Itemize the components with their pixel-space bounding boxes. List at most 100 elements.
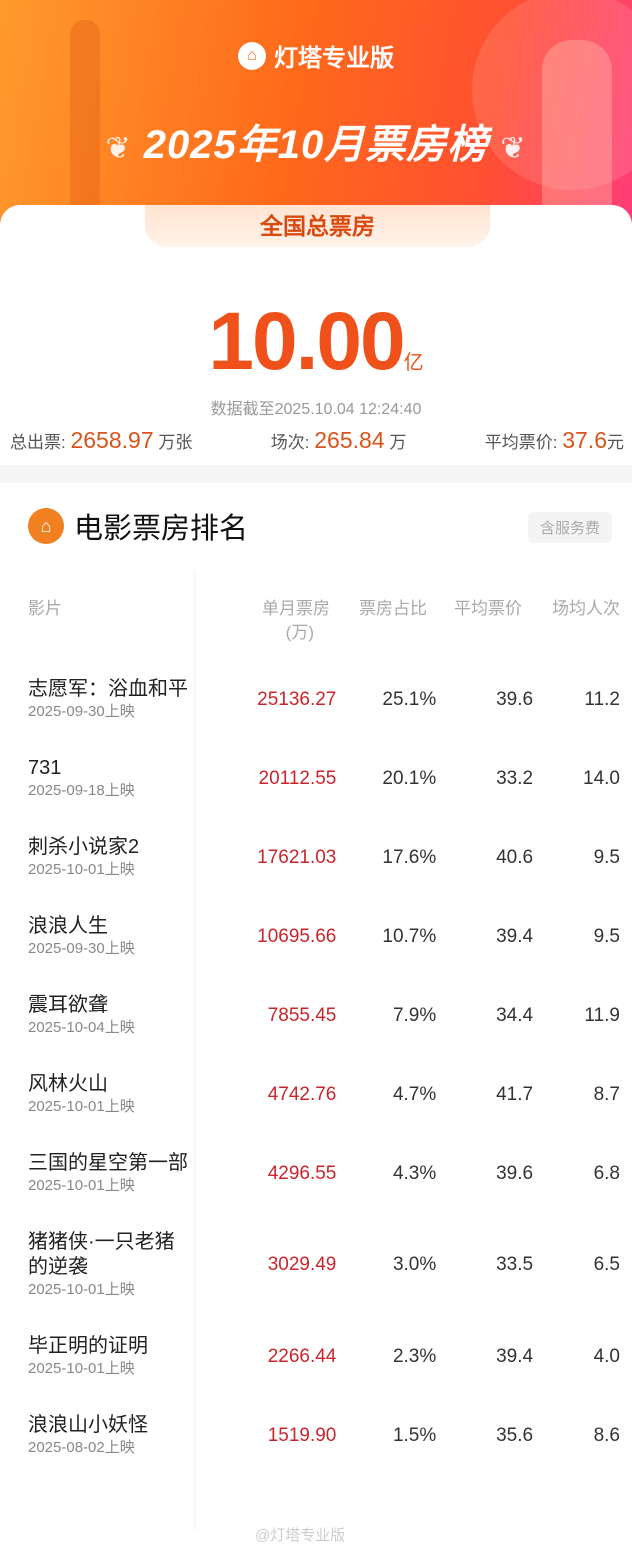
table-row[interactable]: 猪猪侠·一只老猪的逆袭 2025-10-01上映 3029.49 3.0% 33.… bbox=[0, 1213, 632, 1317]
attendance: 9.5 bbox=[593, 846, 620, 868]
film-cell: 浪浪人生 2025-09-30上映 bbox=[0, 897, 199, 976]
box-office: 2266.44 bbox=[267, 1345, 337, 1367]
box-office: 1519.90 bbox=[267, 1424, 337, 1446]
film-title[interactable]: 风林火山 bbox=[28, 1073, 108, 1095]
col-share[interactable]: 票房占比 bbox=[359, 599, 427, 618]
avg-price: 41.7 bbox=[496, 1083, 534, 1105]
film-cell: 浪浪山小妖怪 2025-08-02上映 bbox=[0, 1396, 199, 1475]
film-title[interactable]: 震耳欲聋 bbox=[28, 994, 108, 1016]
laurel-left-icon: ❦ bbox=[105, 132, 132, 165]
col-box-office[interactable]: 单月票房 bbox=[262, 599, 330, 618]
film-title[interactable]: 浪浪山小妖怪 bbox=[28, 1414, 148, 1436]
summary-card: 全国总票房 10.00亿 数据截至2025.10.04 12:24:40 总出票… bbox=[0, 205, 632, 465]
avg-price: 33.5 bbox=[496, 1254, 534, 1275]
attendance: 6.5 bbox=[593, 1254, 620, 1275]
lighthouse-logo-icon: ⌂ bbox=[238, 41, 266, 70]
section-title-text: 电影票房排名 bbox=[74, 513, 249, 545]
table-row[interactable]: 毕正明的证明 2025-10-01上映 2266.44 2.3% 39.4 4.0 bbox=[0, 1317, 632, 1396]
avg-price: 39.6 bbox=[496, 1162, 534, 1184]
release-date: 2025-09-18上映 bbox=[28, 782, 135, 799]
stat-tickets: 总出票: 2658.97 万张 bbox=[10, 427, 192, 454]
col-box-office-unit: (万) bbox=[285, 623, 314, 642]
box-office: 7855.45 bbox=[267, 1004, 337, 1026]
col-film[interactable]: 影片 bbox=[28, 599, 62, 618]
col-attendance[interactable]: 场均人次 bbox=[552, 599, 620, 618]
attendance: 14.0 bbox=[583, 767, 620, 789]
film-cell: 毕正明的证明 2025-10-01上映 bbox=[0, 1317, 199, 1396]
film-title[interactable]: 三国的星空第一部 bbox=[28, 1152, 188, 1174]
stat-unit: 元 bbox=[606, 433, 624, 452]
share: 7.9% bbox=[392, 1004, 437, 1026]
avg-price: 39.4 bbox=[496, 925, 534, 947]
stat-unit: 万张 bbox=[158, 433, 193, 452]
section-title: ⌂ 电影票房排名 bbox=[28, 505, 248, 547]
avg-price: 40.6 bbox=[496, 846, 534, 868]
release-date: 2025-09-30上映 bbox=[28, 940, 135, 957]
box-office: 17621.03 bbox=[257, 846, 337, 868]
box-office: 3029.49 bbox=[267, 1254, 337, 1275]
table-row[interactable]: 刺杀小说家2 2025-10-01上映 17621.03 17.6% 40.6 9… bbox=[0, 818, 632, 897]
table-row[interactable]: 浪浪山小妖怪 2025-08-02上映 1519.90 1.5% 35.6 8.6 bbox=[0, 1396, 632, 1475]
share: 1.5% bbox=[392, 1424, 437, 1446]
glow-decoration bbox=[472, 0, 632, 190]
page-title-text: 2025年10月票房榜 bbox=[143, 123, 489, 167]
film-title[interactable]: 浪浪人生 bbox=[28, 915, 108, 937]
stat-shows: 场次: 265.84 万 bbox=[271, 427, 407, 454]
film-cell: 731 2025-09-18上映 bbox=[0, 739, 199, 818]
box-office: 4296.55 bbox=[267, 1162, 337, 1184]
release-date: 2025-10-01上映 bbox=[28, 1281, 135, 1298]
film-cell: 猪猪侠·一只老猪的逆袭 2025-10-01上映 bbox=[0, 1213, 199, 1317]
release-date: 2025-10-04上映 bbox=[28, 1019, 135, 1036]
fee-badge: 含服务费 bbox=[527, 512, 612, 543]
box-office: 10695.66 bbox=[257, 925, 337, 947]
film-cell: 刺杀小说家2 2025-10-01上映 bbox=[0, 818, 199, 897]
table-row[interactable]: 志愿军：浴血和平 2025-09-30上映 25136.27 25.1% 39.6… bbox=[0, 660, 632, 739]
box-office: 25136.27 bbox=[257, 688, 337, 710]
stat-value: 2658.97 bbox=[70, 427, 154, 453]
box-office: 4742.76 bbox=[267, 1083, 337, 1105]
film-title[interactable]: 猪猪侠·一只老猪的逆袭 bbox=[28, 1231, 175, 1278]
film-cell: 三国的星空第一部 2025-10-01上映 bbox=[0, 1134, 199, 1213]
film-title[interactable]: 志愿军：浴血和平 bbox=[28, 678, 188, 700]
stats-row: 总出票: 2658.97 万张 场次: 265.84 万 平均票价: 37.6元 bbox=[10, 427, 624, 454]
sticky-column-divider bbox=[194, 570, 196, 1530]
avg-price: 33.2 bbox=[496, 767, 534, 789]
share: 4.7% bbox=[392, 1083, 437, 1105]
section-gap bbox=[0, 465, 632, 483]
col-avg-price[interactable]: 平均票价 bbox=[454, 599, 522, 618]
release-date: 2025-10-01上映 bbox=[28, 1098, 135, 1115]
attendance: 11.2 bbox=[584, 688, 620, 710]
avg-price: 39.4 bbox=[496, 1345, 534, 1367]
stat-value: 265.84 bbox=[314, 427, 385, 453]
film-title[interactable]: 毕正明的证明 bbox=[28, 1335, 148, 1357]
attendance: 6.8 bbox=[593, 1162, 620, 1184]
table-row[interactable]: 731 2025-09-18上映 20112.55 20.1% 33.2 14.0 bbox=[0, 739, 632, 818]
stat-unit: 万 bbox=[389, 433, 407, 452]
film-cell: 志愿军：浴血和平 2025-09-30上映 bbox=[0, 660, 199, 739]
stat-label: 总出票: bbox=[10, 433, 66, 452]
share: 20.1% bbox=[382, 767, 437, 789]
table-row[interactable]: 震耳欲聋 2025-10-04上映 7855.45 7.9% 34.4 11.9 bbox=[0, 976, 632, 1055]
table-row[interactable]: 三国的星空第一部 2025-10-01上映 4296.55 4.3% 39.6 6… bbox=[0, 1134, 632, 1213]
total-unit: 亿 bbox=[403, 352, 424, 374]
total-box-office: 10.00亿 bbox=[0, 295, 632, 389]
share: 2.3% bbox=[392, 1345, 437, 1367]
table-row[interactable]: 浪浪人生 2025-09-30上映 10695.66 10.7% 39.4 9.5 bbox=[0, 897, 632, 976]
box-office: 20112.55 bbox=[258, 767, 337, 789]
avg-price: 35.6 bbox=[496, 1424, 534, 1446]
table-row[interactable]: 风林火山 2025-10-01上映 4742.76 4.7% 41.7 8.7 bbox=[0, 1055, 632, 1134]
attendance: 11.9 bbox=[584, 1004, 620, 1026]
page-title: ❦ 2025年10月票房榜 ❦ bbox=[0, 112, 632, 170]
stat-label: 场次: bbox=[270, 433, 310, 452]
release-date: 2025-08-02上映 bbox=[28, 1439, 135, 1456]
film-title[interactable]: 刺杀小说家2 bbox=[28, 836, 140, 858]
release-date: 2025-10-01上映 bbox=[28, 1360, 135, 1377]
laurel-right-icon: ❦ bbox=[500, 132, 527, 165]
film-cell: 震耳欲聋 2025-10-04上映 bbox=[0, 976, 199, 1055]
tab-national-total[interactable]: 全国总票房 bbox=[145, 205, 490, 247]
data-timestamp: 数据截至2025.10.04 12:24:40 bbox=[210, 401, 422, 418]
stat-avg-price: 平均票价: 37.6元 bbox=[485, 427, 624, 454]
stat-label: 平均票价: bbox=[484, 433, 558, 452]
film-title[interactable]: 731 bbox=[28, 757, 62, 779]
film-cell: 风林火山 2025-10-01上映 bbox=[0, 1055, 199, 1134]
